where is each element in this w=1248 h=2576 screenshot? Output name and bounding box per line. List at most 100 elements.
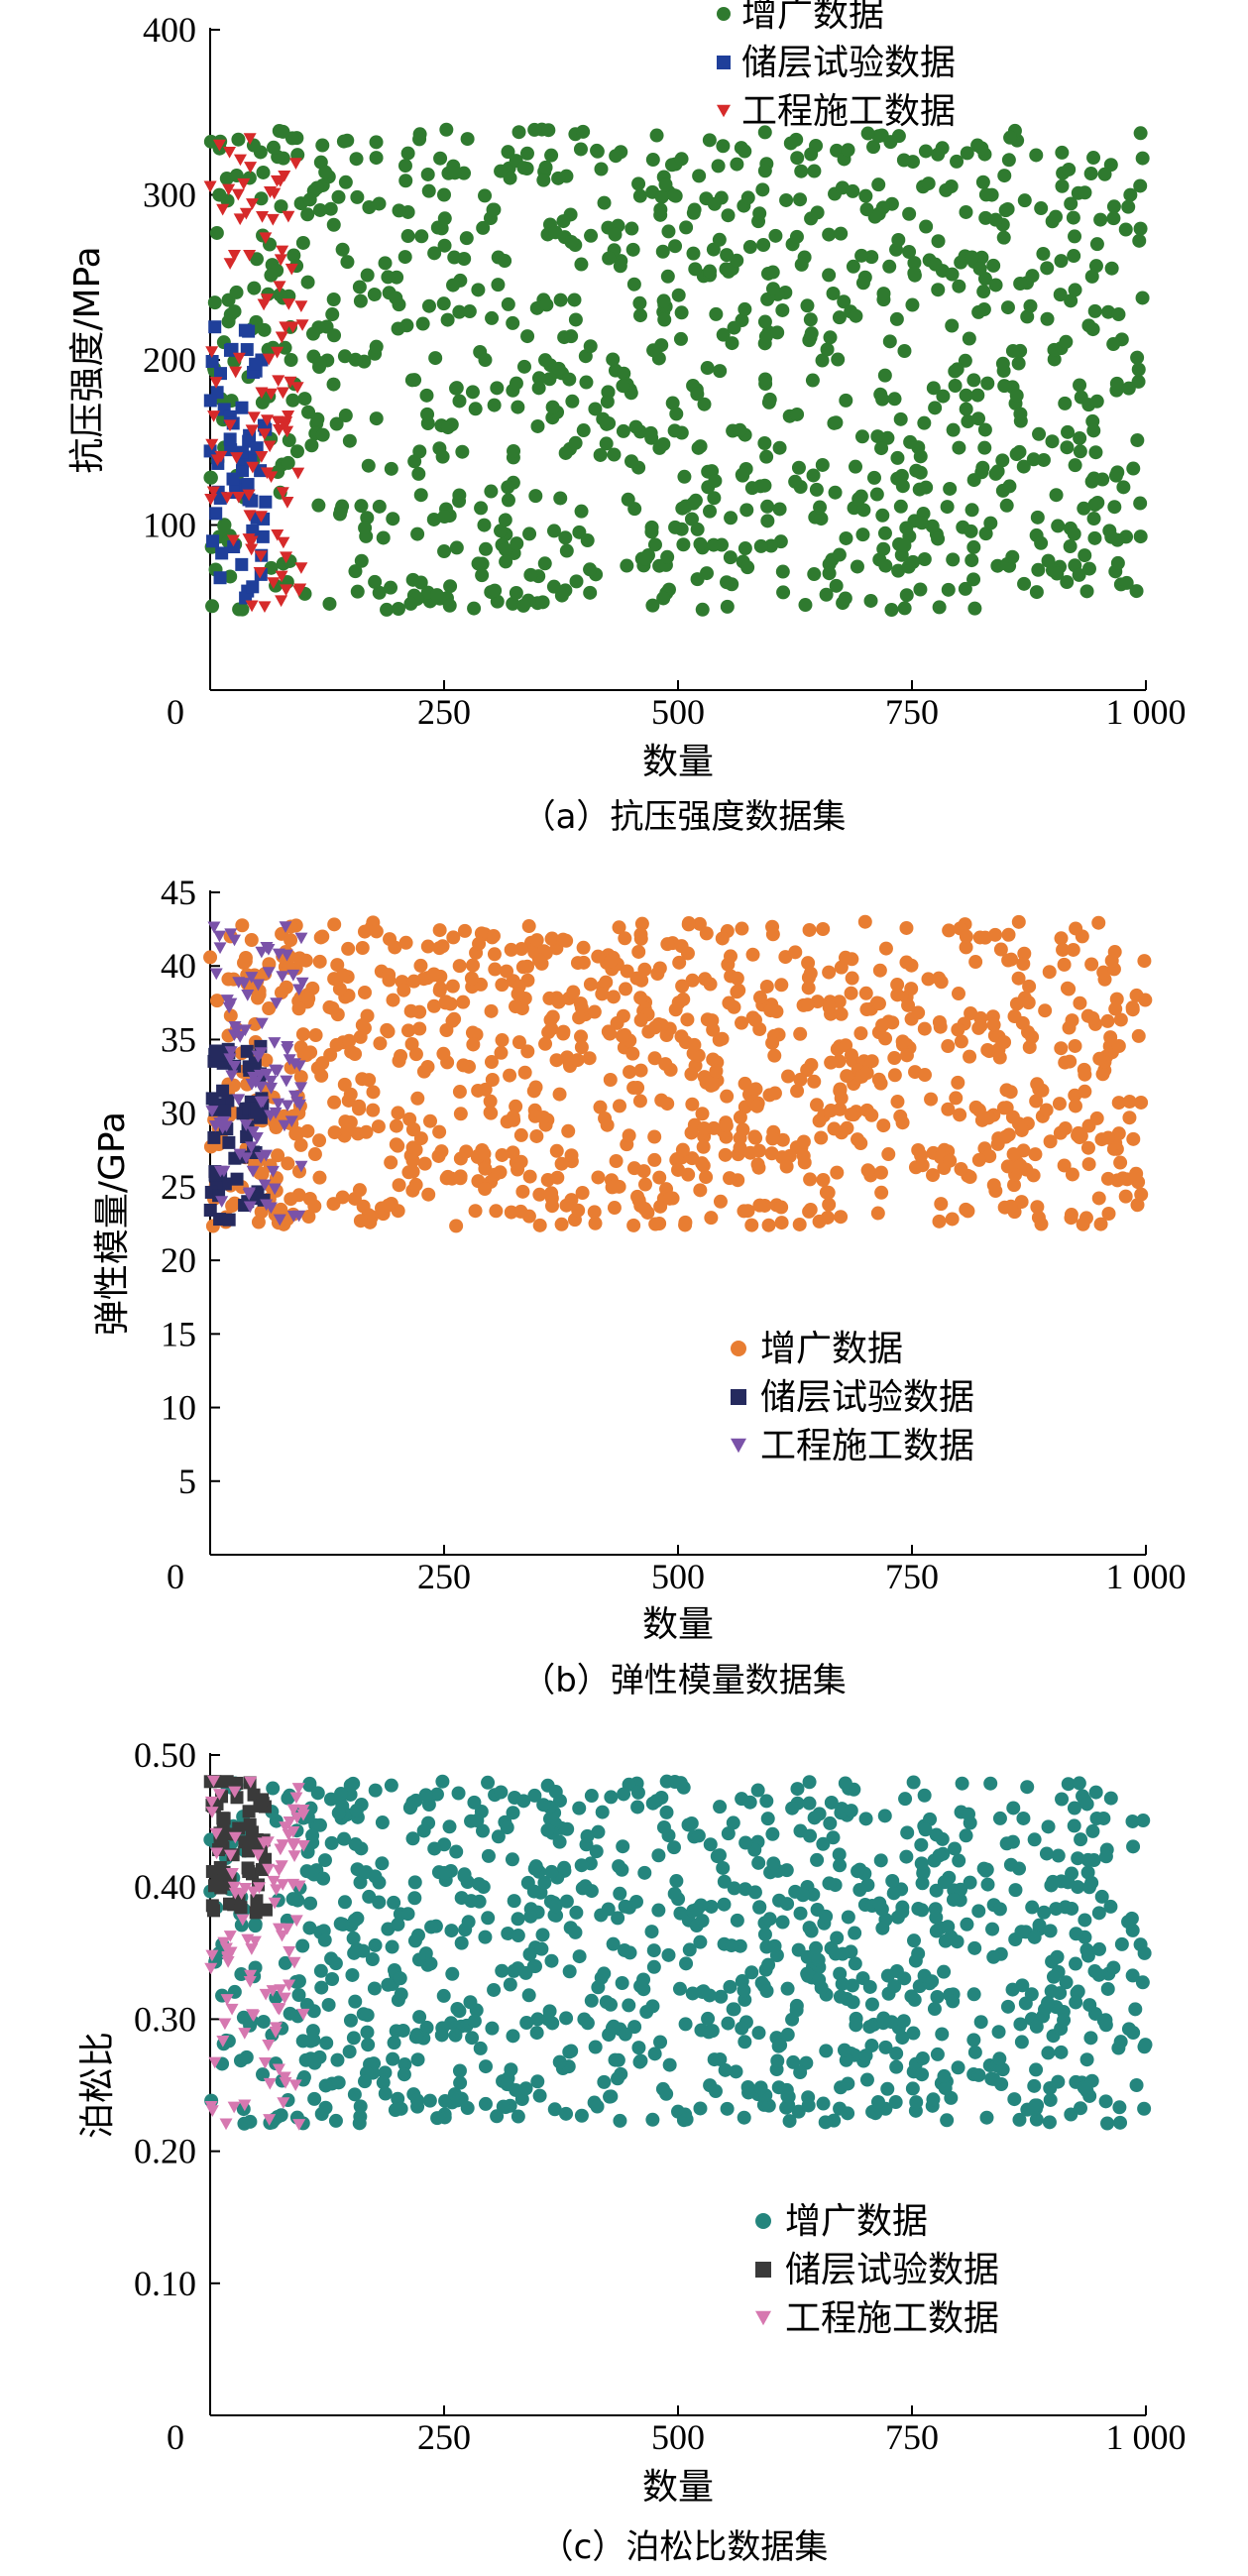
data-point <box>1060 575 1075 590</box>
data-point <box>631 2041 646 2055</box>
data-point <box>583 585 598 600</box>
data-point <box>295 977 309 990</box>
data-point <box>203 950 218 965</box>
data-point <box>206 1775 220 1788</box>
data-point <box>368 574 383 589</box>
data-point <box>645 1999 660 2014</box>
data-point <box>1081 561 1096 576</box>
data-point <box>556 214 571 229</box>
data-point <box>1005 343 1020 358</box>
data-point <box>1030 510 1045 525</box>
y-tick-label: 20 <box>161 1240 196 1280</box>
data-point <box>400 229 415 244</box>
y-tick-label: 0.30 <box>134 1999 196 2039</box>
data-point <box>720 599 735 614</box>
data-point <box>583 339 598 354</box>
data-point <box>507 443 521 458</box>
data-point <box>611 1911 625 1926</box>
x-tick-label: 250 <box>417 1557 471 1596</box>
data-point <box>548 1785 563 1800</box>
data-point <box>936 389 951 404</box>
data-point <box>287 1837 301 1850</box>
data-point <box>294 562 308 574</box>
data-point <box>962 331 976 346</box>
data-point <box>762 392 777 407</box>
data-point <box>757 1927 772 1941</box>
data-point <box>859 2072 874 2087</box>
data-point <box>911 1005 926 1020</box>
data-point <box>812 1214 827 1229</box>
data-point <box>220 1775 234 1789</box>
data-point <box>284 1115 298 1128</box>
data-point <box>539 297 554 312</box>
data-point <box>1087 530 1102 545</box>
data-point <box>890 978 905 993</box>
data-point <box>877 368 892 383</box>
data-point <box>876 1118 891 1133</box>
data-point <box>398 174 413 188</box>
data-point <box>719 1118 734 1133</box>
data-point <box>255 451 269 463</box>
data-point <box>902 206 917 221</box>
data-point <box>1014 1195 1029 1210</box>
data-point <box>1017 576 1032 591</box>
data-point <box>1133 126 1148 141</box>
data-point <box>562 372 577 387</box>
data-point <box>1074 1832 1088 1847</box>
data-point <box>793 1072 808 1087</box>
data-point <box>716 1860 731 1875</box>
data-point <box>210 1847 224 1860</box>
data-point <box>535 1928 550 1942</box>
data-point <box>709 306 724 321</box>
data-point <box>963 1049 977 1064</box>
data-point <box>897 1971 912 1986</box>
data-point <box>216 2036 230 2048</box>
data-point <box>203 180 217 193</box>
data-point <box>855 527 870 542</box>
data-point <box>1064 293 1078 308</box>
data-point <box>818 2115 833 2130</box>
data-point <box>335 242 350 257</box>
data-point <box>477 1146 492 1161</box>
data-point <box>1064 2107 1078 2122</box>
data-point <box>361 2038 376 2052</box>
data-point <box>772 502 787 517</box>
data-point <box>899 955 914 970</box>
data-point <box>599 975 614 990</box>
data-point <box>845 1978 859 1993</box>
data-point <box>276 387 289 400</box>
data-point <box>1013 276 1028 291</box>
data-point <box>206 486 220 499</box>
data-point <box>612 1859 626 1874</box>
data-point <box>860 126 875 141</box>
data-point <box>1025 1900 1040 1915</box>
data-point <box>467 1795 482 1810</box>
data-point <box>630 1081 645 1096</box>
data-point <box>699 926 714 941</box>
data-point <box>921 972 936 987</box>
data-point <box>559 543 574 558</box>
data-point <box>736 1122 750 1137</box>
data-point <box>232 491 246 504</box>
data-point <box>256 2014 271 2029</box>
data-point <box>1081 1880 1096 1895</box>
data-point <box>205 599 220 614</box>
data-point <box>1014 1122 1029 1137</box>
data-point <box>678 1218 693 1232</box>
data-point <box>602 251 617 266</box>
data-point <box>304 438 319 453</box>
data-point <box>274 2108 288 2123</box>
data-point <box>325 307 340 322</box>
data-point <box>1030 1077 1045 1092</box>
data-point <box>478 2096 493 2111</box>
data-point <box>474 926 489 941</box>
data-point <box>1096 965 1111 980</box>
data-point <box>217 1936 231 1949</box>
data-point <box>1103 1899 1118 1914</box>
data-point <box>841 143 855 158</box>
data-point <box>868 2106 883 2121</box>
data-point <box>900 1825 915 1840</box>
data-point <box>997 169 1012 183</box>
data-point <box>767 1938 782 1953</box>
data-point <box>207 921 221 934</box>
